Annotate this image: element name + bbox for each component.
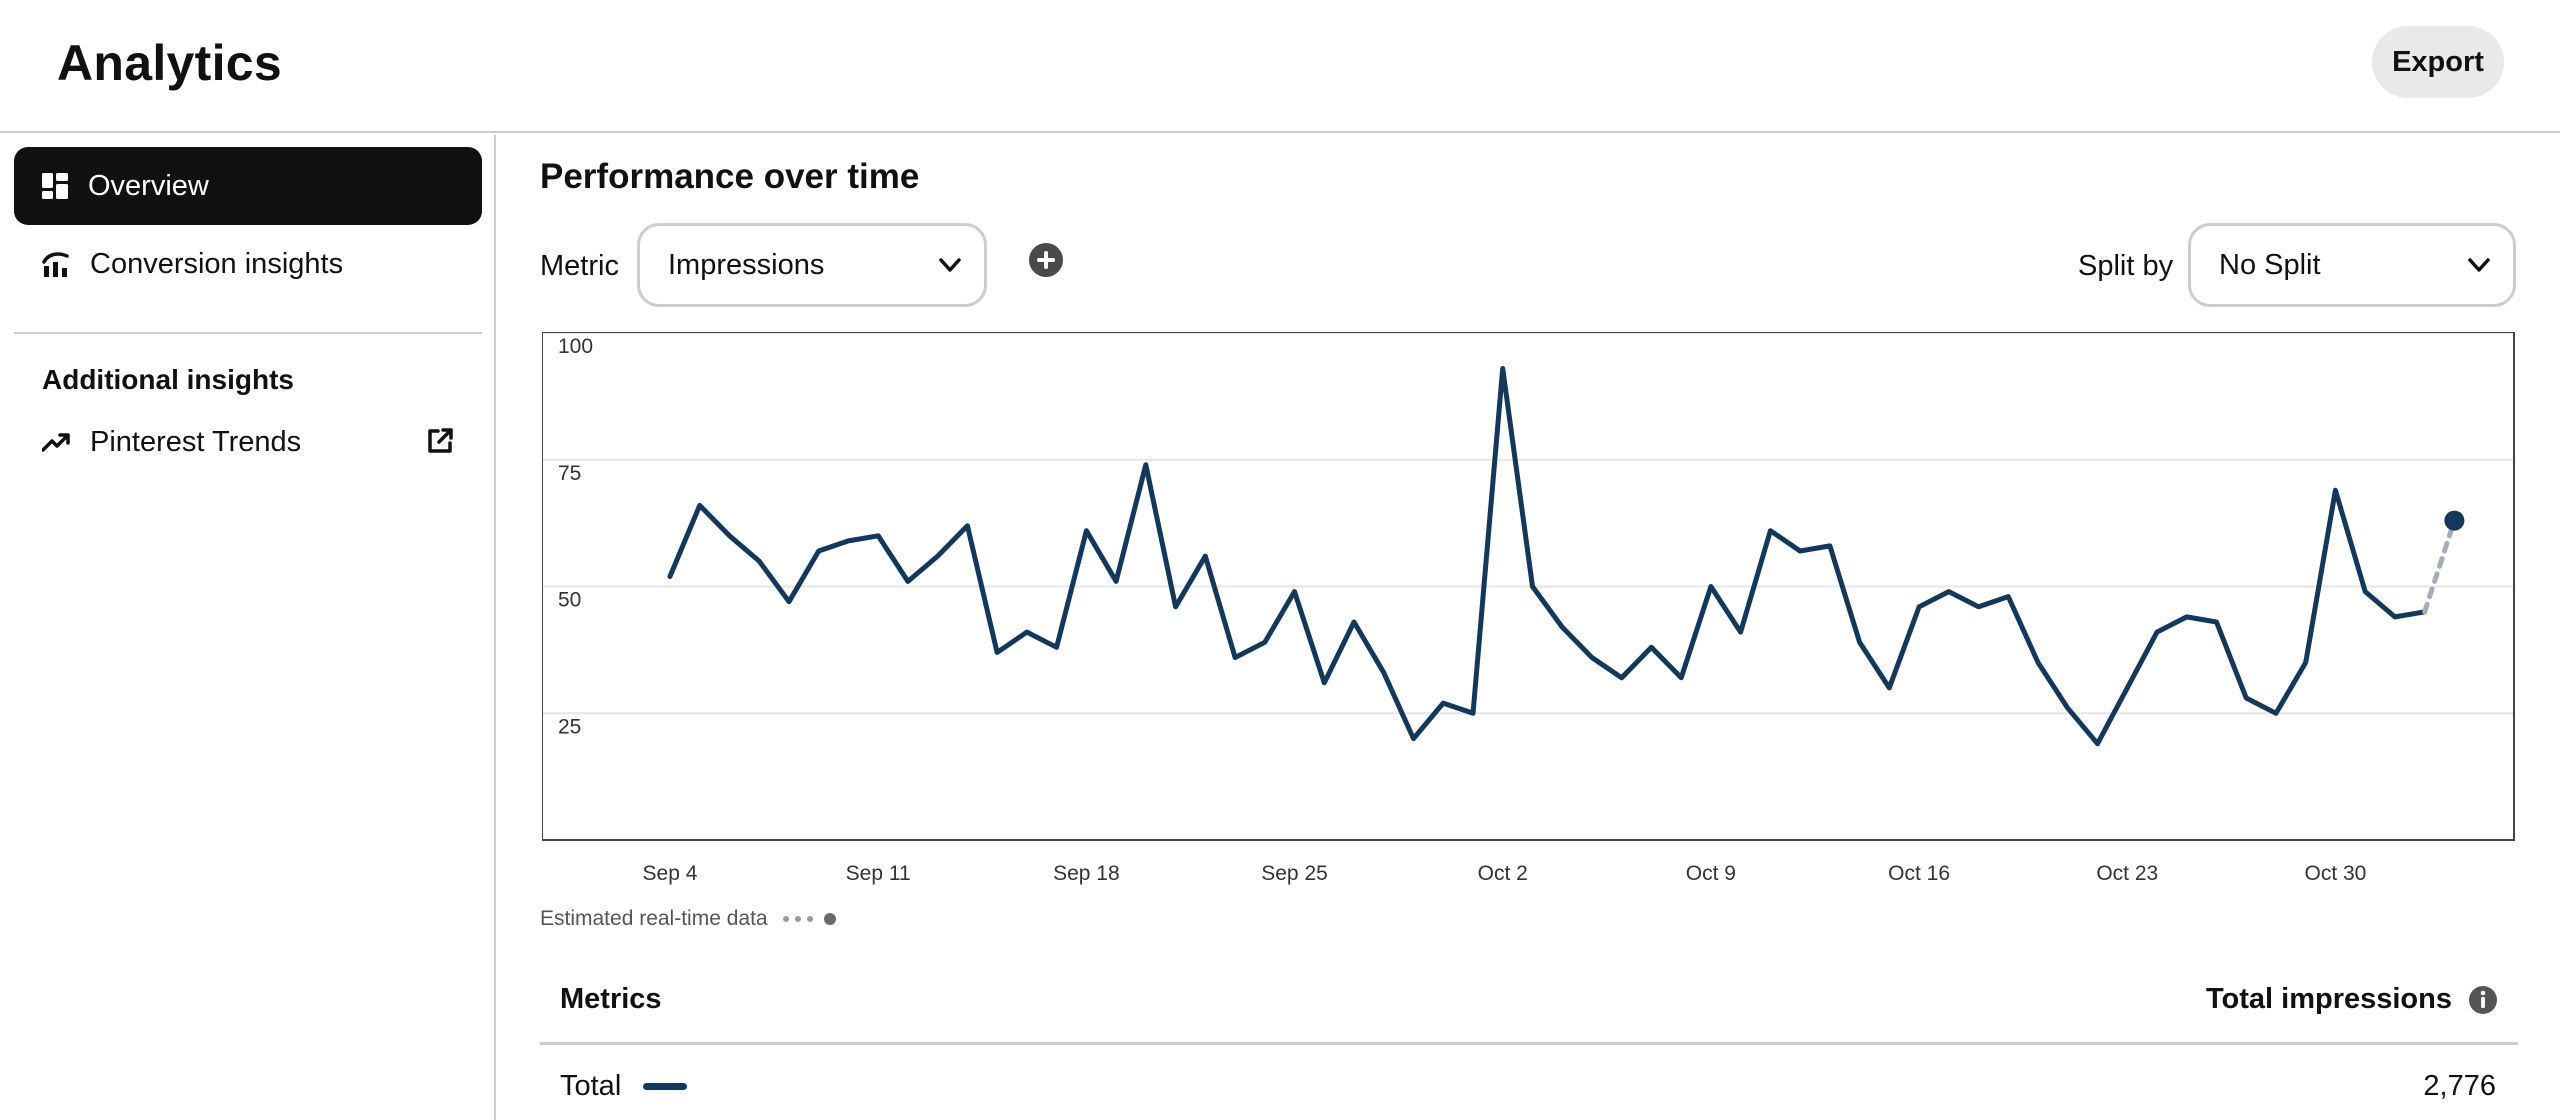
series-swatch — [643, 1083, 687, 1090]
additional-insights-heading: Additional insights — [42, 364, 294, 396]
x-tick-label: Sep 11 — [846, 862, 911, 885]
metric-label: Metric — [540, 250, 619, 283]
dashboard-icon — [42, 173, 68, 199]
sidebar-item-label: Overview — [88, 170, 209, 203]
sidebar-item-label: Pinterest Trends — [90, 426, 301, 459]
column-header-metrics: Metrics — [560, 983, 662, 1016]
metric-dropdown-value: Impressions — [668, 249, 824, 282]
estimated-data-note: Estimated real-time data — [540, 907, 838, 931]
row-value: 2,776 — [2423, 1070, 2496, 1103]
main-content: Performance over time Metric Impressions… — [498, 135, 2560, 1120]
y-tick-label: 25 — [558, 715, 581, 738]
series-line-total — [670, 369, 2425, 744]
page-title: Analytics — [57, 34, 282, 92]
info-icon[interactable] — [2468, 985, 2498, 1015]
x-tick-label: Sep 18 — [1053, 862, 1120, 885]
column-header-total-impressions: Total impressions — [2206, 983, 2452, 1016]
section-title: Performance over time — [540, 157, 919, 197]
add-metric-icon[interactable] — [1028, 242, 1064, 278]
metrics-table: Metrics Total impressions Total 2,776 — [540, 955, 2518, 1120]
trending-up-icon — [42, 432, 70, 452]
x-tick-label: Oct 23 — [2096, 862, 2158, 885]
sidebar-item-pinterest-trends[interactable]: Pinterest Trends — [14, 403, 482, 481]
estimated-note-text: Estimated real-time data — [540, 907, 768, 931]
chevron-down-icon — [2467, 253, 2491, 277]
y-tick-label: 75 — [558, 462, 581, 485]
row-name: Total — [560, 1070, 687, 1103]
conversion-chart-icon — [42, 250, 70, 278]
y-tick-label: 100 — [558, 335, 593, 358]
sidebar-item-label: Conversion insights — [90, 248, 343, 281]
x-tick-label: Sep 25 — [1261, 862, 1328, 885]
estimated-segment — [2425, 521, 2455, 612]
sidebar: Overview Conversion insights Additional … — [0, 135, 496, 1120]
performance-line-chart: 100 75 50 25 Sep 4 Sep 11 Sep 18 Sep 25 Oct 2 Oc… — [542, 332, 2518, 892]
export-button[interactable]: Export — [2372, 26, 2504, 98]
table-header: Metrics Total impressions — [540, 955, 2518, 1045]
sidebar-item-overview[interactable]: Overview — [14, 147, 482, 225]
x-tick-label: Oct 16 — [1888, 862, 1950, 885]
sidebar-divider — [14, 332, 482, 334]
chart-grid — [542, 333, 2514, 713]
external-link-icon[interactable] — [426, 427, 454, 455]
split-dropdown-value: No Split — [2219, 249, 2321, 282]
x-tick-label: Oct 2 — [1478, 862, 1528, 885]
x-tick-label: Sep 4 — [643, 862, 698, 885]
split-by-dropdown[interactable]: No Split — [2188, 223, 2516, 307]
x-tick-label: Oct 30 — [2305, 862, 2367, 885]
estimated-point — [2444, 511, 2464, 531]
row-name-label: Total — [560, 1070, 621, 1103]
chevron-down-icon — [938, 253, 962, 277]
table-row: Total 2,776 — [540, 1045, 2518, 1120]
split-by-label: Split by — [2078, 250, 2173, 283]
sidebar-item-conversion-insights[interactable]: Conversion insights — [14, 225, 482, 303]
x-tick-label: Oct 9 — [1686, 862, 1736, 885]
metric-dropdown[interactable]: Impressions — [637, 223, 987, 307]
y-tick-label: 50 — [558, 589, 581, 612]
dotted-legend-icon — [782, 912, 838, 926]
page-header: Analytics Export — [0, 0, 2560, 133]
